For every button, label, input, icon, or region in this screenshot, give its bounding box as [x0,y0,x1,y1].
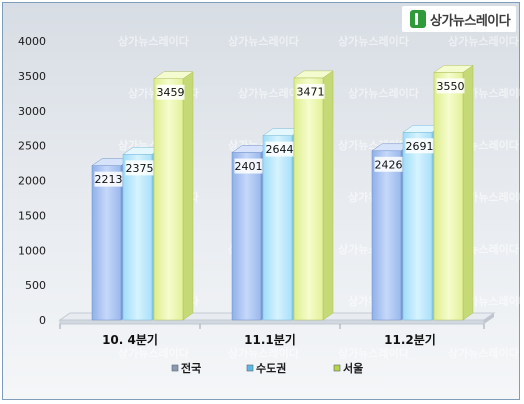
x-axis: 10. 4분기 11.1분기 11.2분기 [59,324,485,347]
y-tick-label: 2500 [18,140,46,153]
bar [433,64,474,321]
bar-side [182,71,194,321]
bar [153,71,194,321]
y-tick-label: 3500 [18,70,46,83]
data-label-bg [296,83,325,99]
data-label-bg [234,158,263,174]
bar-front [153,78,184,321]
y-tick-label: 3000 [18,105,46,118]
data-label: 3459 [157,86,185,99]
watermark-text: 상가뉴스레이다 [118,34,190,48]
y-tick-label: 0 [39,314,46,327]
y-tick-label: 1000 [18,244,46,257]
legend-swatch [246,364,254,372]
legend-swatch [333,364,341,372]
category-label: 11.2분기 [384,332,436,347]
bar-front [371,150,402,321]
logo-text: 상가뉴스레이다 [430,14,511,29]
logo: 상가뉴스레이다 [402,6,516,32]
bar-side [322,70,334,321]
data-label-bg [265,141,294,157]
data-label: 2644 [266,143,294,156]
y-axis: 0 500 1000 1500 2000 2500 3000 3500 4000 [18,35,46,327]
bar-front [262,135,293,321]
data-label: 3471 [297,85,325,98]
legend-item: 서울 [333,361,363,375]
watermark-text: 상가뉴스레이다 [348,86,420,100]
data-label-bg [436,78,465,94]
watermark-text: 상가뉴스레이다 [448,34,520,48]
category-label: 10. 4분기 [102,332,158,347]
watermark-text: 상가뉴스레이다 [448,346,520,360]
data-label-bg [374,156,403,172]
bar-top [153,71,194,79]
data-label: 2401 [235,160,263,173]
watermark-text: 상가뉴스레이다 [228,34,300,48]
data-label-bg [125,160,154,176]
watermark-text: 상가뉴스레이다 [458,86,524,100]
bar-front [433,72,464,321]
y-tick-label: 4000 [18,35,46,48]
data-label: 2691 [406,140,434,153]
bar-top [433,65,474,73]
legend-item: 수도권 [246,362,286,375]
y-tick-label: 2000 [18,175,46,188]
bar-front [122,154,153,321]
y-tick-label: 500 [25,279,46,292]
y-tick-label: 1500 [18,209,46,222]
logo-mark-icon [410,10,426,28]
watermark-text: 상가뉴스레이다 [118,346,190,360]
watermark-text: 상가뉴스레이다 [458,190,524,204]
bar-front [231,152,262,321]
legend-label: 서울 [343,361,363,375]
data-label-bg [405,138,434,154]
legend-swatch [171,364,179,372]
data-label-bg [156,84,185,100]
legend-label: 수도권 [256,362,286,375]
floor-front [59,319,485,325]
data-label: 2375 [126,162,154,175]
watermark-text: 상가뉴스레이다 [228,346,300,360]
watermark-text: 상가뉴스레이다 [338,34,410,48]
bar-front [293,77,324,321]
watermark-text: 상가뉴스레이다 [338,346,410,360]
legend-label: 전국 [181,361,201,375]
bar-side [462,64,474,321]
data-label: 3550 [437,80,465,93]
legend: 전국 수도권 서울 [171,361,363,375]
bar-front [402,132,433,321]
bar-top [293,70,334,79]
data-label-bg [94,171,123,187]
data-label: 2426 [375,158,403,171]
bar [293,70,334,321]
data-label: 2213 [95,173,123,186]
floor-side [484,313,494,324]
bar-front [91,165,122,321]
category-label: 11.1분기 [244,332,296,347]
legend-item: 전국 [171,361,201,375]
watermark-text: 상가뉴스레이다 [458,294,524,308]
watermark-text: 상가뉴스레이다 [238,86,310,100]
bar-layer [91,64,474,321]
